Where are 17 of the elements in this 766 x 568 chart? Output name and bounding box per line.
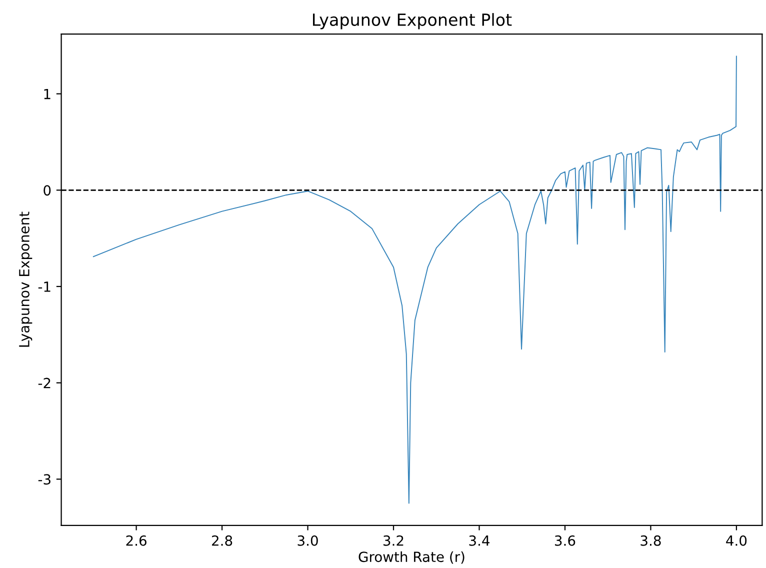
- x-tick-label: 2.6: [126, 535, 146, 546]
- line-series: [92, 56, 737, 504]
- x-tick-label: 3.6: [554, 535, 576, 546]
- x-tick-label: 3.2: [384, 535, 404, 546]
- x-tick-label: 3.8: [640, 535, 661, 546]
- y-tick-label: -3: [38, 474, 50, 485]
- x-tick-label: 3.4: [469, 535, 490, 546]
- x-tick-label: 4.0: [726, 535, 747, 546]
- x-tick-label: 3.0: [298, 535, 318, 546]
- x-tick-label: 2.8: [212, 535, 232, 546]
- y-tick-label: -2: [38, 378, 50, 388]
- y-tick-label: -1: [38, 282, 50, 292]
- x-axis-title: Growth Rate (r): [358, 551, 464, 564]
- y-tick-label: 0: [44, 185, 51, 196]
- chart-title: Lyapunov Exponent Plot: [313, 13, 512, 30]
- y-axis-title: Lyapunov Exponent: [19, 212, 32, 347]
- y-tick-label: 1: [44, 88, 50, 100]
